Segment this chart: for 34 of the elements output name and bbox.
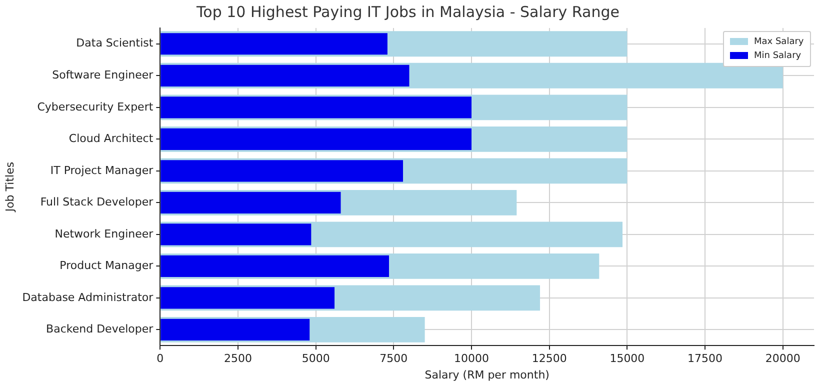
x-tick-label: 7500: [380, 352, 408, 366]
bar: [160, 192, 341, 214]
chart-title: Top 10 Highest Paying IT Jobs in Malaysia - Salary Range: [196, 2, 620, 21]
bar: [160, 33, 388, 55]
y-tick-label: Cloud Architect: [68, 132, 154, 146]
y-tick-label: IT Project Manager: [50, 164, 154, 177]
legend-label: Max Salary: [754, 37, 804, 47]
x-tick-label: 0: [156, 352, 164, 366]
bar: [160, 128, 472, 150]
y-tick-label: Software Engineer: [52, 68, 154, 82]
x-tick-label: 15000: [610, 352, 645, 366]
y-tick-label: Product Manager: [60, 259, 154, 272]
x-tick-label: 5000: [302, 352, 330, 366]
y-tick-label: Database Administrator: [22, 290, 154, 304]
y-tick-label: Network Engineer: [54, 227, 154, 240]
x-tick-label: 2500: [224, 352, 252, 366]
bar: [160, 287, 335, 309]
bar: [160, 224, 312, 246]
y-tick-label: Backend Developer: [46, 322, 154, 336]
y-tick-label: Data Scientist: [76, 36, 154, 50]
x-axis-title: Salary (RM per month): [424, 368, 550, 382]
x-tick-label: 10000: [454, 352, 490, 366]
bar: [160, 318, 310, 341]
bar: [160, 160, 404, 182]
y-tick-label: Full Stack Developer: [40, 196, 154, 209]
bar: [160, 96, 472, 118]
x-tick-label: 17500: [688, 352, 723, 366]
bar: [160, 64, 410, 86]
y-axis-title: Job Titles: [3, 162, 16, 213]
legend-label: Min Salary: [754, 51, 802, 61]
x-tick-label: 20000: [765, 352, 800, 366]
x-tick-label: 12500: [532, 352, 567, 366]
y-tick-label: Cybersecurity Expert: [37, 100, 154, 114]
bar: [160, 255, 390, 277]
